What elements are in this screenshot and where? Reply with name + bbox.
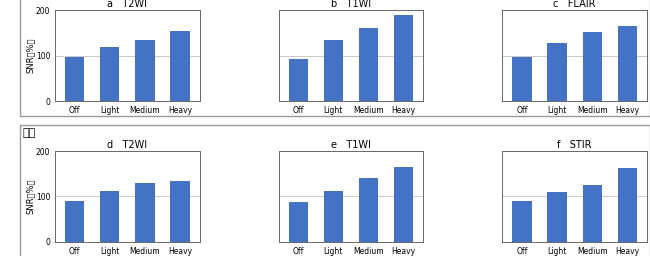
Bar (359, 28, 378, 101)
Title: b   T1WI: b T1WI (331, 0, 371, 9)
Title: f   STIR: f STIR (557, 140, 592, 150)
Bar (65, 201, 84, 242)
Bar (170, 180, 190, 242)
Bar (582, 32, 602, 101)
Title: d   T2WI: d T2WI (107, 140, 148, 150)
Bar (394, 15, 413, 101)
Bar (512, 201, 532, 242)
Bar (65, 57, 84, 101)
Y-axis label: SNR（%）: SNR（%） (25, 38, 34, 73)
Bar (618, 168, 637, 242)
Title: e   T1WI: e T1WI (331, 140, 371, 150)
Bar (100, 47, 120, 101)
Text: 腰椎: 腰椎 (23, 128, 36, 138)
Bar (618, 26, 637, 101)
Bar (289, 202, 308, 242)
Bar (547, 43, 567, 101)
Bar (170, 31, 190, 101)
Y-axis label: SNR（%）: SNR（%） (25, 179, 34, 214)
Bar (135, 40, 155, 101)
Title: a   T2WI: a T2WI (107, 0, 148, 9)
Bar (512, 57, 532, 101)
Bar (100, 191, 120, 242)
Title: c   FLAIR: c FLAIR (553, 0, 596, 9)
Bar (324, 40, 343, 101)
Bar (582, 185, 602, 242)
Bar (324, 190, 343, 242)
Bar (135, 183, 155, 242)
Bar (394, 167, 413, 242)
Bar (547, 192, 567, 242)
Bar (289, 59, 308, 101)
Bar (359, 178, 378, 242)
